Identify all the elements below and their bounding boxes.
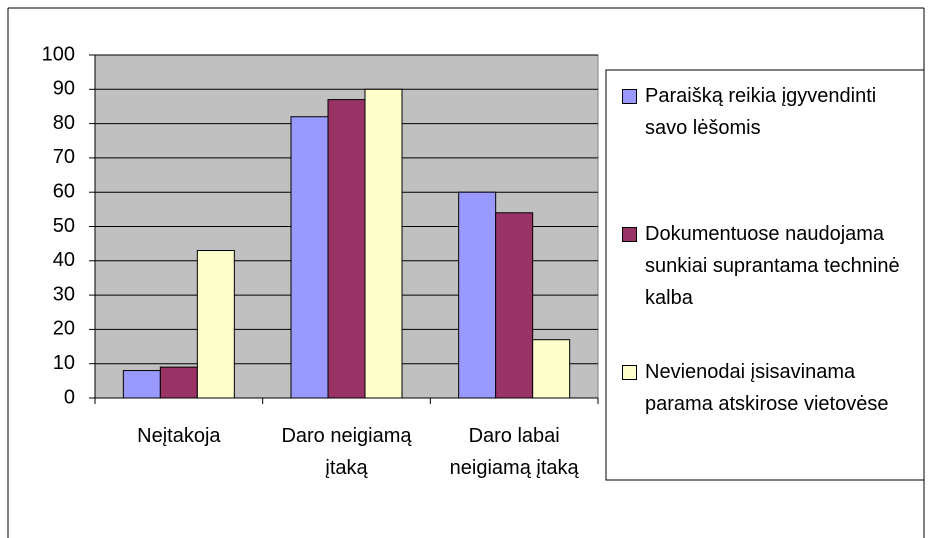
y-tick-label: 70 — [53, 146, 75, 168]
x-tick-label: Daro neigiamą įtaką — [281, 425, 412, 479]
bar — [532, 339, 571, 399]
bar — [196, 250, 235, 399]
y-tick-label: 30 — [53, 283, 75, 305]
y-tick-label: 100 — [42, 43, 75, 65]
legend-label: Nevienodai įsisavinama parama atskirose … — [645, 361, 889, 415]
y-tick-label: 40 — [53, 249, 75, 271]
legend-label: Paraišką reikia įgyvendinti savo lėšomis — [645, 85, 877, 139]
bar — [327, 99, 366, 399]
y-tick-label: 80 — [53, 112, 75, 134]
legend-label: Dokumentuose naudojama sunkiai suprantam… — [645, 223, 900, 309]
bar — [122, 370, 161, 399]
x-tick-label: Daro labai neigiamą įtaką — [449, 425, 579, 479]
x-tick-label: Neįtakoja — [137, 425, 221, 447]
y-tick-label: 50 — [53, 215, 75, 237]
legend-swatch — [622, 227, 637, 242]
bar — [290, 116, 329, 399]
legend-box — [605, 69, 925, 481]
y-tick-label: 60 — [53, 180, 75, 202]
bar — [364, 88, 403, 399]
y-tick-label: 20 — [53, 318, 75, 340]
bar — [458, 191, 497, 399]
legend-swatch — [622, 365, 637, 380]
y-tick-label: 10 — [53, 352, 75, 374]
bar — [495, 212, 534, 399]
y-tick-label: 90 — [53, 78, 75, 100]
bar — [159, 366, 198, 399]
y-tick-label: 0 — [64, 386, 75, 408]
legend-swatch — [622, 89, 637, 104]
